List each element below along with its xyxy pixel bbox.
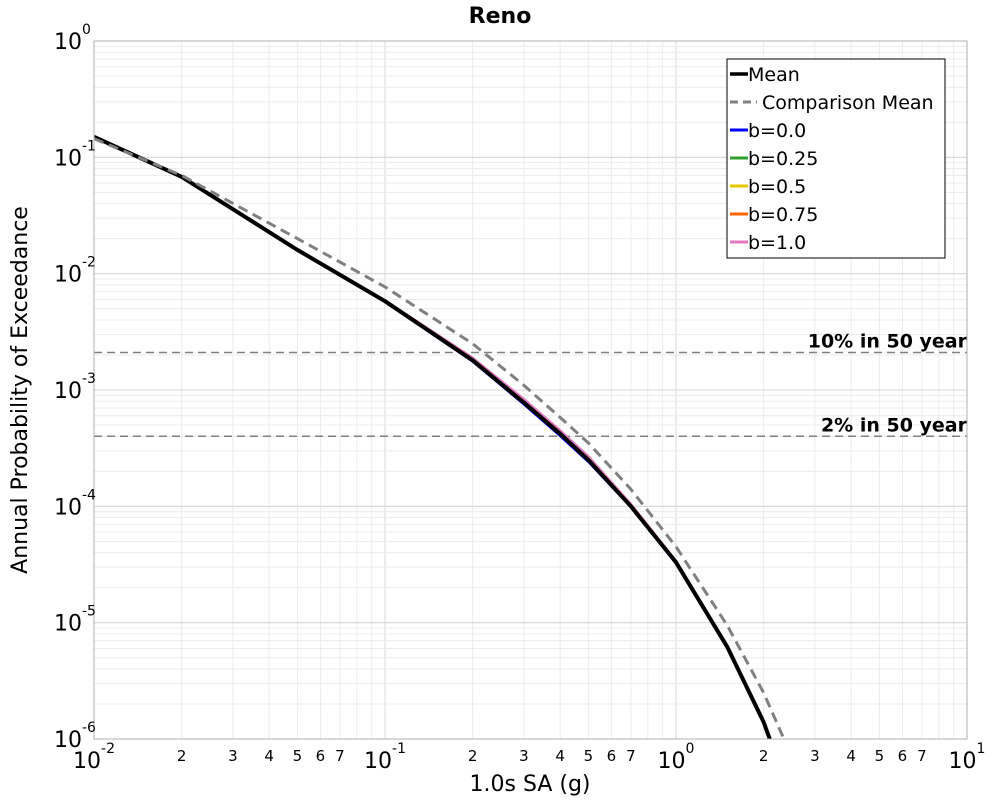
x-minor-tick-label: 3 <box>228 747 238 765</box>
x-minor-tick-label: 3 <box>519 747 529 765</box>
reference-line-label: 2% in 50 year <box>821 414 968 436</box>
x-minor-tick-label: 2 <box>468 747 478 765</box>
x-minor-tick-label: 5 <box>584 747 594 765</box>
x-minor-tick-label: 2 <box>759 747 769 765</box>
legend-label: b=0.75 <box>748 204 818 226</box>
x-minor-tick-label: 6 <box>898 747 908 765</box>
series-lines <box>94 134 786 739</box>
series-line <box>94 135 771 739</box>
reference-lines: 10% in 50 year 2% in 50 year <box>94 331 968 438</box>
chart-title: Reno <box>469 4 532 29</box>
series-line <box>94 137 786 739</box>
x-tick-label: 10-2 <box>73 741 115 774</box>
series-line <box>94 135 771 739</box>
y-tick-label: 10-6 <box>54 720 96 753</box>
grid <box>93 40 968 740</box>
legend-label: b=0.5 <box>748 176 806 198</box>
y-tick-label: 10-5 <box>54 604 96 637</box>
reference-line-label: 10% in 50 year <box>808 331 968 353</box>
series-line <box>94 135 771 739</box>
y-tick-label: 10-4 <box>54 487 96 520</box>
x-minor-tick-label: 3 <box>810 747 820 765</box>
legend-label: Comparison Mean <box>762 92 934 114</box>
x-minor-tick-label: 7 <box>917 747 927 765</box>
legend-label: b=0.0 <box>748 120 806 142</box>
x-minor-tick-label: 4 <box>264 747 274 765</box>
x-minor-tick-label: 7 <box>626 747 636 765</box>
series-line <box>94 134 772 739</box>
y-tick-label: 10-3 <box>54 371 96 404</box>
series-line <box>94 135 771 739</box>
x-minor-tick-label: 2 <box>177 747 187 765</box>
x-tick-label: 101 <box>949 741 986 774</box>
y-tick-label: 10-2 <box>54 255 96 288</box>
legend-label: b=1.0 <box>748 232 806 254</box>
y-axis-label: Annual Probability of Exceedance <box>8 206 33 574</box>
x-minor-tick-label: 4 <box>846 747 856 765</box>
x-minor-tick-label: 4 <box>555 747 565 765</box>
legend-box <box>726 58 946 259</box>
y-tick-label: 100 <box>54 22 91 55</box>
x-minor-tick-label: 7 <box>335 747 345 765</box>
x-tick-label: 100 <box>658 741 695 774</box>
x-minor-tick-label: 6 <box>607 747 617 765</box>
series-line <box>94 135 771 739</box>
x-tick-label: 10-1 <box>364 741 406 774</box>
legend-label: Mean <box>748 64 800 86</box>
plot-frame <box>93 40 968 740</box>
x-minor-tick-label: 5 <box>875 747 885 765</box>
x-axis-label: 1.0s SA (g) <box>470 772 591 797</box>
legend-label: b=0.25 <box>748 148 818 170</box>
x-minor-tick-label: 5 <box>293 747 303 765</box>
x-minor-tick-label: 6 <box>316 747 326 765</box>
legend: Mean Comparison Mean b=0.0 b=0.25 b=0.5 b=0.7… <box>726 58 946 259</box>
y-tick-label: 10-1 <box>54 138 96 171</box>
